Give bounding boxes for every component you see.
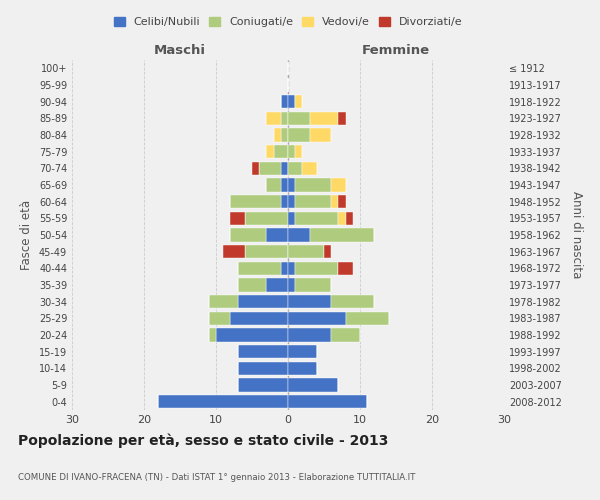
Bar	[288, 228, 310, 241]
Bar	[331, 178, 346, 192]
Bar	[274, 145, 288, 158]
Bar	[288, 378, 338, 392]
Bar	[274, 128, 281, 141]
Text: COMUNE DI IVANO-FRACENA (TN) - Dati ISTAT 1° gennaio 2013 - Elaborazione TUTTITA: COMUNE DI IVANO-FRACENA (TN) - Dati ISTA…	[18, 473, 415, 482]
Bar	[281, 112, 288, 125]
Bar	[346, 212, 353, 225]
Bar	[331, 195, 338, 208]
Bar	[288, 245, 324, 258]
Bar	[288, 195, 295, 208]
Text: Femmine: Femmine	[362, 44, 430, 57]
Bar	[266, 228, 288, 241]
Bar	[295, 262, 338, 275]
Bar	[295, 178, 331, 192]
Bar	[288, 95, 295, 108]
Bar	[266, 112, 281, 125]
Bar	[209, 328, 216, 342]
Bar	[230, 228, 266, 241]
Bar	[209, 312, 230, 325]
Bar	[281, 128, 288, 141]
Bar	[288, 212, 295, 225]
Bar	[252, 162, 259, 175]
Bar	[288, 178, 295, 192]
Bar	[281, 178, 288, 192]
Bar	[288, 278, 295, 291]
Bar	[310, 128, 331, 141]
Bar	[281, 95, 288, 108]
Bar	[238, 295, 288, 308]
Bar	[288, 328, 331, 342]
Bar	[288, 312, 346, 325]
Y-axis label: Fasce di età: Fasce di età	[20, 200, 33, 270]
Bar	[295, 95, 302, 108]
Text: Popolazione per età, sesso e stato civile - 2013: Popolazione per età, sesso e stato civil…	[18, 434, 388, 448]
Bar	[288, 162, 302, 175]
Bar	[266, 278, 288, 291]
Bar	[245, 245, 288, 258]
Bar	[288, 112, 310, 125]
Bar	[230, 212, 245, 225]
Bar	[295, 145, 302, 158]
Bar	[288, 262, 295, 275]
Bar	[209, 295, 238, 308]
Bar	[288, 395, 367, 408]
Bar	[302, 162, 317, 175]
Bar	[238, 278, 266, 291]
Bar	[338, 212, 346, 225]
Bar	[158, 395, 288, 408]
Bar	[331, 295, 374, 308]
Bar	[245, 212, 288, 225]
Bar	[295, 195, 331, 208]
Bar	[230, 195, 281, 208]
Bar	[281, 262, 288, 275]
Text: Maschi: Maschi	[154, 44, 206, 57]
Bar	[281, 162, 288, 175]
Bar	[310, 228, 374, 241]
Legend: Celibi/Nubili, Coniugati/e, Vedovi/e, Divorziati/e: Celibi/Nubili, Coniugati/e, Vedovi/e, Di…	[113, 16, 463, 27]
Bar	[288, 362, 317, 375]
Bar	[331, 328, 360, 342]
Bar	[259, 162, 281, 175]
Bar	[324, 245, 331, 258]
Bar	[338, 195, 346, 208]
Bar	[216, 328, 288, 342]
Bar	[288, 345, 317, 358]
Bar	[310, 112, 338, 125]
Bar	[338, 112, 346, 125]
Bar	[238, 345, 288, 358]
Bar	[238, 262, 281, 275]
Bar	[288, 145, 295, 158]
Bar	[295, 212, 338, 225]
Y-axis label: Anni di nascita: Anni di nascita	[570, 192, 583, 278]
Bar	[238, 378, 288, 392]
Bar	[223, 245, 245, 258]
Bar	[266, 145, 274, 158]
Bar	[266, 178, 281, 192]
Bar	[338, 262, 353, 275]
Bar	[288, 128, 310, 141]
Bar	[295, 278, 331, 291]
Bar	[230, 312, 288, 325]
Bar	[346, 312, 389, 325]
Bar	[238, 362, 288, 375]
Bar	[288, 295, 331, 308]
Bar	[281, 195, 288, 208]
